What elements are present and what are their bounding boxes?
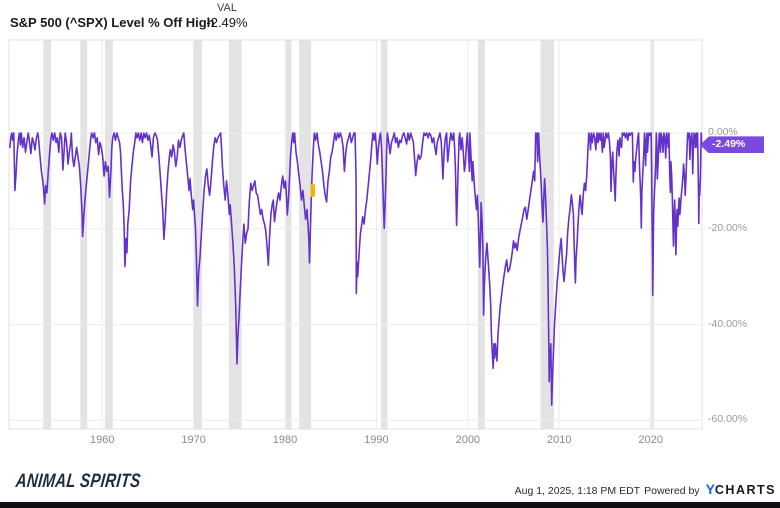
- y-axis-tick-label: -40.00%: [708, 317, 748, 330]
- ycharts-logo-y: Y: [705, 481, 715, 497]
- recession-band: [228, 40, 242, 429]
- y-axis-tick-label: 0.00%: [708, 126, 738, 138]
- recession-band: [381, 40, 388, 429]
- x-axis-tick-label: 2020: [638, 434, 663, 446]
- timestamp: Aug 1, 2025, 1:18 PM EDT: [514, 485, 641, 497]
- x-axis-tick-label: 1980: [272, 434, 298, 446]
- powered-by-label: Powered by: [644, 485, 700, 497]
- legend-current-value: -2.49%: [206, 15, 248, 30]
- recession-band: [285, 40, 292, 429]
- y-axis-tick-label: -20.00%: [708, 221, 748, 234]
- current-value-badge: -2.49%: [700, 136, 764, 154]
- bottom-accent-bar: [0, 502, 780, 508]
- drawdown-series-line: [9, 132, 703, 406]
- plot-border: [8, 39, 703, 430]
- ycharts-logo-charts: CHARTS: [714, 483, 776, 497]
- legend: VAL -2.49%: [198, 2, 256, 30]
- ycharts-logo: Y CHARTS: [706, 481, 776, 497]
- recession-band: [80, 40, 88, 429]
- x-axis-tick-label: 1990: [364, 434, 389, 446]
- x-axis-tick-label: 2010: [546, 434, 572, 446]
- x-axis-tick-label: 1970: [181, 434, 206, 446]
- animal-spirits-logo: ANIMAL SPIRITS: [14, 470, 142, 493]
- x-axis-tick-label: 1960: [89, 434, 115, 446]
- recession-band: [193, 40, 202, 429]
- recession-band: [299, 40, 312, 429]
- event-marker: [310, 184, 315, 197]
- recession-band: [43, 40, 52, 429]
- y-axis-tick-label: -60.00%: [708, 413, 748, 426]
- recession-band: [105, 40, 113, 429]
- page-title: S&P 500 (^SPX) Level % Off High: [10, 15, 215, 30]
- legend-val-label: VAL: [217, 2, 237, 14]
- footer-attribution: Aug 1, 2025, 1:18 PM EDT Powered by Y CHA…: [515, 481, 776, 497]
- x-axis-tick-label: 2000: [455, 434, 481, 446]
